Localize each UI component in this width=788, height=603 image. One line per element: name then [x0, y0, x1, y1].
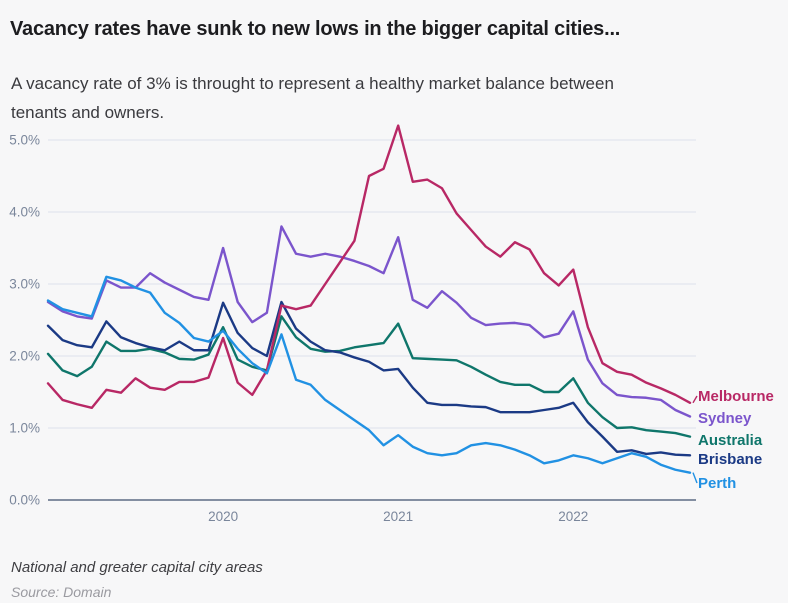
series-label-brisbane: Brisbane — [698, 451, 763, 468]
y-tick-label: 1.0% — [9, 421, 40, 436]
line-melbourne — [46, 124, 692, 410]
y-tick-label: 2.0% — [9, 349, 40, 364]
series-label-sydney: Sydney — [698, 410, 752, 427]
chart-source: Source: Domain — [11, 584, 112, 600]
series-label-melbourne: Melbourne — [698, 388, 774, 405]
line-perth — [46, 275, 692, 474]
line-sydney — [46, 225, 692, 418]
subtitle-line-2: tenants and owners. — [11, 103, 165, 122]
line-australia — [46, 315, 692, 438]
label-connector-melbourne — [692, 395, 698, 404]
subtitle-line-1: A vacancy rate of 3% is throught to repr… — [11, 74, 614, 93]
y-tick-label: 5.0% — [9, 133, 40, 148]
page-title: Vacancy rates have sunk to new lows in t… — [10, 18, 621, 41]
y-tick-label: 3.0% — [9, 277, 40, 292]
y-tick-label: 4.0% — [9, 205, 40, 220]
label-connector-perth — [692, 472, 698, 484]
series-label-australia: Australia — [698, 432, 763, 449]
chart-subtitle: A vacancy rate of 3% is throught to repr… — [11, 69, 771, 127]
series-label-perth: Perth — [698, 475, 737, 492]
x-tick-label: 2021 — [383, 509, 413, 524]
y-tick-label: 0.0% — [9, 493, 40, 508]
x-tick-label: 2020 — [208, 509, 238, 524]
line-brisbane — [46, 300, 692, 457]
chart-footnote: National and greater capital city areas — [11, 559, 263, 576]
x-tick-label: 2022 — [558, 509, 588, 524]
